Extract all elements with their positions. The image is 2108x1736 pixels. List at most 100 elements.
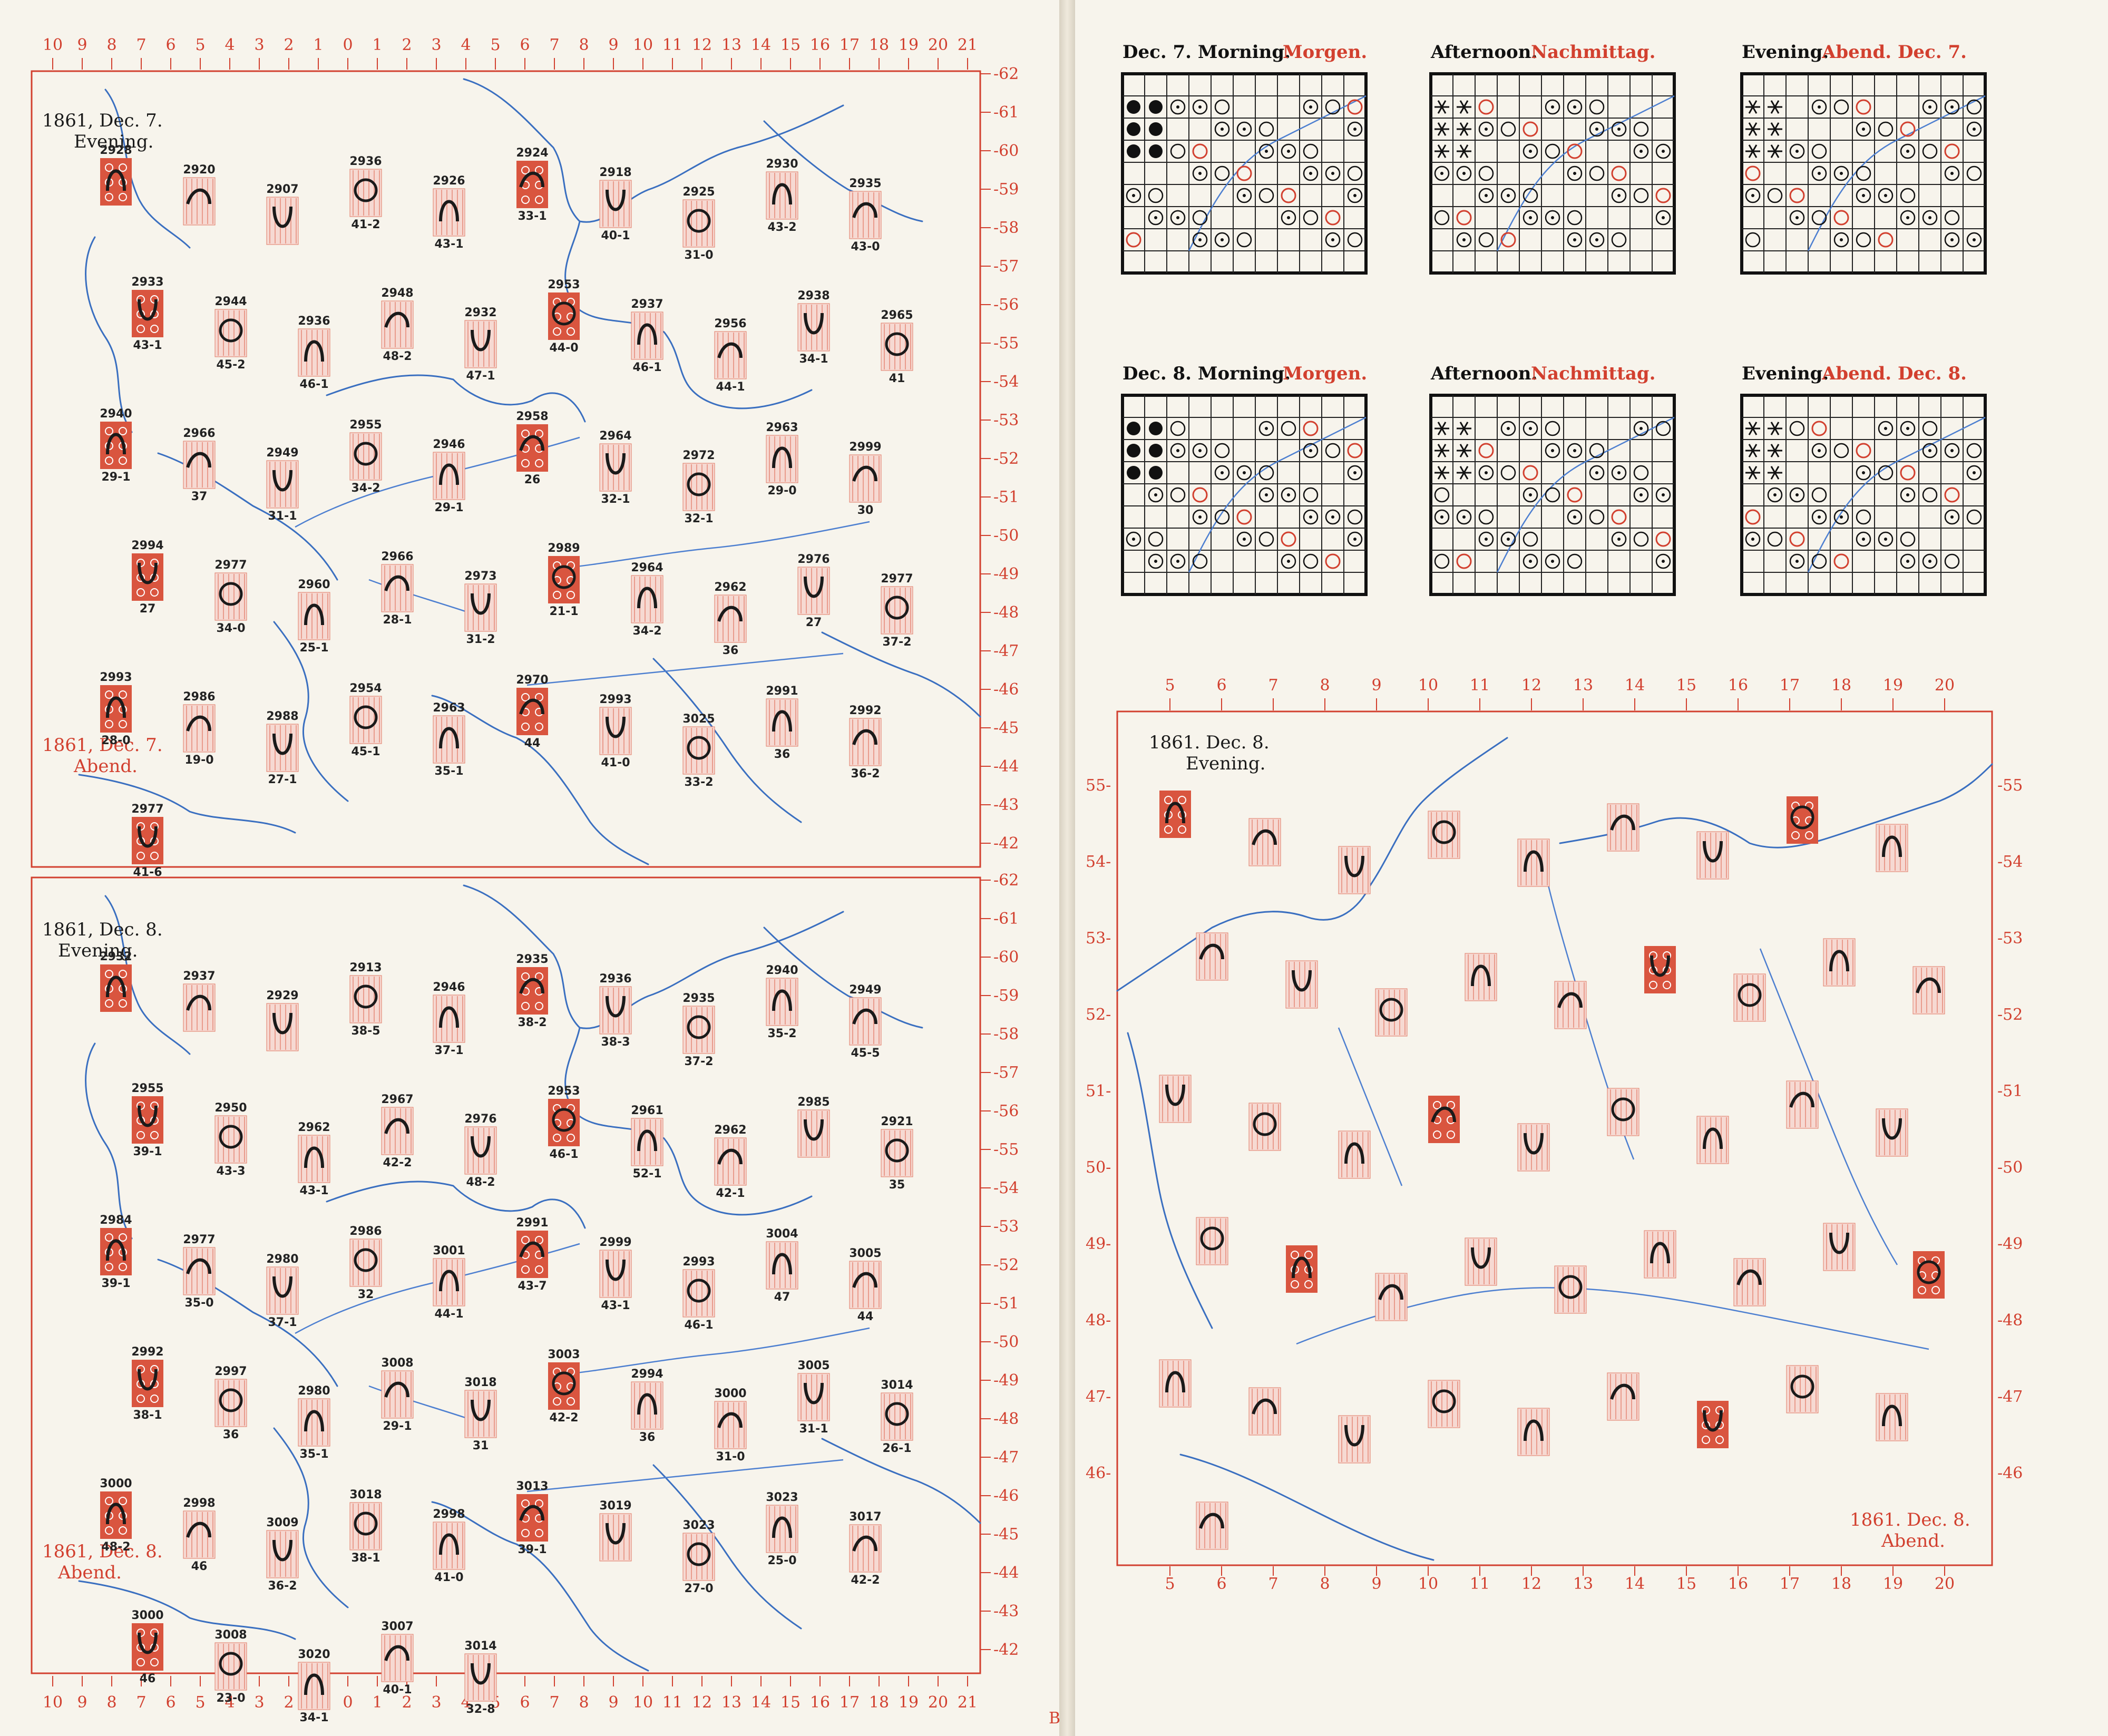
ring-symbol bbox=[521, 1002, 530, 1010]
hatched-red-box bbox=[797, 567, 830, 615]
cup-symbol bbox=[272, 1539, 292, 1562]
longitude-tick-label: 6 bbox=[520, 1693, 530, 1712]
ring-center bbox=[1154, 560, 1157, 563]
station-reading: 44 bbox=[857, 1310, 874, 1323]
ring-symbol bbox=[1805, 831, 1813, 840]
hatched-red-box bbox=[464, 1126, 497, 1175]
circle-symbol bbox=[1745, 232, 1761, 248]
station: 2965 41 bbox=[881, 309, 913, 385]
hatched-red-box bbox=[797, 1109, 830, 1158]
station: 2960 25-1 bbox=[298, 578, 330, 655]
red-circle-symbol bbox=[1655, 188, 1671, 203]
station-number: 2977 bbox=[214, 559, 247, 572]
filled-dot-symbol bbox=[1127, 144, 1140, 158]
ring-center bbox=[1840, 172, 1843, 175]
station-reading: 38-2 bbox=[518, 1016, 546, 1029]
circle-symbol bbox=[354, 442, 378, 466]
cup-symbol bbox=[1165, 1084, 1185, 1106]
longitude-tick-label: 21 bbox=[958, 36, 978, 54]
asterisk-stroke bbox=[1770, 444, 1780, 457]
ring-center bbox=[1818, 449, 1821, 452]
circle-symbol bbox=[1833, 99, 1849, 115]
ring-center bbox=[1198, 172, 1202, 175]
left-latitude-ticks: 55- 54- 53- 52- 51- 50- 49- 48- 47- 46- bbox=[1086, 776, 1111, 1483]
cup-symbol bbox=[1650, 955, 1670, 977]
filled-dot-symbol bbox=[1127, 444, 1140, 457]
hook-symbol bbox=[717, 1148, 743, 1165]
ring-symbol bbox=[1611, 465, 1627, 481]
longitude-tick-label: 10 bbox=[43, 36, 63, 54]
station: 2973 31-2 bbox=[464, 570, 496, 646]
ring-symbol bbox=[1649, 981, 1657, 989]
asterisk-symbol bbox=[1768, 466, 1782, 480]
arch-symbol bbox=[1882, 1405, 1902, 1427]
cup-symbol bbox=[804, 576, 824, 598]
station-number: 2977 bbox=[131, 803, 163, 816]
circle-symbol bbox=[1811, 210, 1827, 226]
circle-symbol bbox=[1192, 553, 1208, 569]
station-number: 2958 bbox=[516, 410, 548, 423]
map-subtitle: Evening. bbox=[1186, 753, 1265, 774]
station-reading: 43-0 bbox=[851, 240, 880, 253]
ring-center bbox=[1906, 560, 1909, 563]
circle-symbol bbox=[219, 582, 243, 606]
ring-symbol bbox=[136, 325, 145, 333]
station: 2966 37 bbox=[183, 427, 215, 503]
ring-center bbox=[1573, 105, 1576, 109]
station-number: 2977 bbox=[183, 1233, 215, 1246]
station-number: 2956 bbox=[714, 317, 746, 330]
hook-symbol bbox=[1610, 814, 1635, 831]
circle-symbol bbox=[552, 1108, 576, 1132]
station-reading: 45-1 bbox=[351, 745, 380, 758]
asterisk-stroke bbox=[1748, 122, 1758, 136]
coastline bbox=[1496, 95, 1675, 251]
circle-symbol bbox=[1170, 421, 1186, 436]
station-reading: 35-2 bbox=[767, 1027, 796, 1040]
circle-symbol bbox=[1478, 232, 1494, 248]
station-number: 2949 bbox=[849, 983, 881, 997]
latitude-tick-label: -55 bbox=[993, 334, 1019, 353]
station-reading: 38-1 bbox=[351, 1552, 380, 1565]
circle-symbol bbox=[1478, 165, 1494, 181]
ring-center bbox=[1795, 493, 1799, 496]
ring-center bbox=[1507, 194, 1510, 197]
ring-symbol bbox=[1856, 188, 1871, 203]
ring-symbol bbox=[105, 690, 113, 699]
hatched-red-box bbox=[464, 1390, 497, 1438]
station: 2935 43-0 bbox=[849, 177, 881, 253]
solid-red-box bbox=[100, 1491, 132, 1539]
longitude-tick-label: 7 bbox=[1268, 1575, 1278, 1593]
circle-symbol bbox=[885, 596, 909, 620]
latitude-tick-label: 52- bbox=[1086, 1006, 1111, 1024]
hook-symbol bbox=[852, 1008, 877, 1025]
station-reading: 31-1 bbox=[799, 1422, 828, 1436]
solid-red-box bbox=[1286, 1245, 1318, 1293]
station-reading: 37-2 bbox=[684, 1055, 713, 1068]
station: 2985 bbox=[797, 1096, 830, 1158]
latitude-tick-label: 51- bbox=[1086, 1082, 1111, 1100]
hook-symbol bbox=[519, 698, 544, 715]
ring-symbol bbox=[553, 1397, 561, 1406]
station bbox=[1517, 838, 1550, 887]
station: 2993 28-0 bbox=[100, 671, 132, 747]
hook-symbol bbox=[1252, 829, 1277, 845]
page-signature-mark: B bbox=[1049, 1709, 1060, 1728]
station-reading: 44-0 bbox=[549, 342, 578, 355]
asterisk-symbol bbox=[1457, 100, 1471, 114]
ring-symbol bbox=[1944, 509, 1960, 525]
hatched-red-box bbox=[298, 328, 330, 377]
ring-symbol bbox=[1170, 553, 1186, 569]
station-number: 2907 bbox=[266, 183, 298, 196]
arch-symbol bbox=[439, 727, 459, 749]
circle-symbol bbox=[1253, 1112, 1277, 1136]
ring-center bbox=[1529, 560, 1532, 563]
ring-center bbox=[1551, 560, 1554, 563]
asterisk-symbol bbox=[1457, 444, 1471, 457]
map-subtitle-german: Abend. bbox=[1881, 1530, 1945, 1552]
station: 2977 35-0 bbox=[183, 1233, 215, 1310]
station-number: 2992 bbox=[849, 704, 881, 717]
station: 2940 29-1 bbox=[100, 407, 132, 484]
ring-symbol bbox=[1900, 143, 1916, 159]
station: 3001 44-1 bbox=[433, 1244, 465, 1321]
cup-symbol bbox=[138, 826, 158, 848]
